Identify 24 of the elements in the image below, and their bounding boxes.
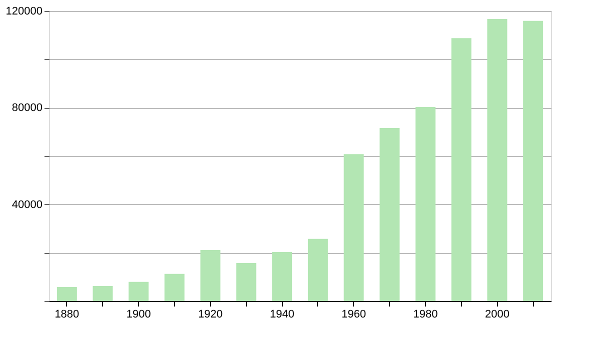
- bar: [380, 128, 400, 301]
- bar: [344, 154, 364, 301]
- bar: [56, 286, 77, 301]
- bar: [308, 238, 328, 301]
- x-tick-label: 1960: [342, 308, 366, 320]
- bar: [451, 38, 472, 301]
- x-tick-label: 1880: [54, 308, 80, 320]
- y-tick-label: 120000: [6, 6, 42, 18]
- x-tick-label: 1980: [413, 308, 438, 320]
- x-tick-label: 1940: [270, 308, 294, 320]
- bar: [523, 20, 544, 301]
- bar: [416, 106, 436, 301]
- y-tick-label: 40000: [12, 198, 42, 211]
- y-tick-label: 80000: [12, 102, 42, 114]
- bar: [200, 250, 220, 301]
- bar: [92, 286, 113, 301]
- bar: [236, 263, 256, 301]
- bar: [128, 282, 149, 301]
- bar: [164, 274, 184, 301]
- bar: [487, 18, 508, 301]
- bar: [272, 252, 292, 301]
- x-tick-label: 2000: [484, 308, 510, 320]
- x-tick-label: 1900: [126, 308, 151, 320]
- x-tick-label: 1920: [198, 308, 223, 320]
